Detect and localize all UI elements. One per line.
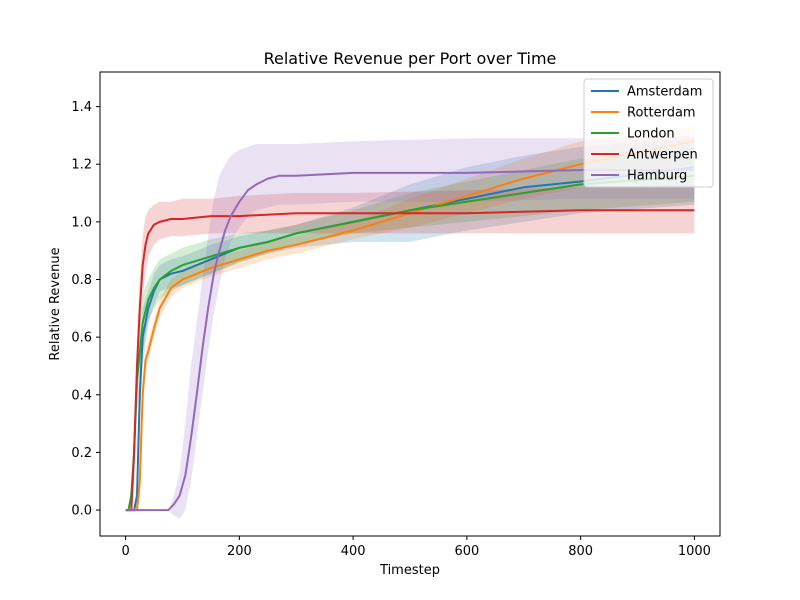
y-tick-label: 0.8 bbox=[71, 273, 92, 288]
band-amsterdam bbox=[125, 138, 695, 511]
x-tick-label: 0 bbox=[121, 544, 129, 559]
x-axis-label: Timestep bbox=[379, 563, 440, 578]
legend-box bbox=[583, 78, 714, 188]
band-antwerpen bbox=[125, 184, 695, 511]
x-tick-label: 800 bbox=[568, 544, 593, 559]
y-tick-label: 0.0 bbox=[71, 504, 92, 519]
legend-label-rotterdam: Rotterdam bbox=[627, 106, 696, 121]
x-axis-ticks: 0 200 400 600 800 1000 bbox=[121, 536, 711, 559]
legend-label-amsterdam: Amsterdam bbox=[627, 85, 702, 100]
x-tick-label: 600 bbox=[454, 544, 479, 559]
y-tick-label: 1.4 bbox=[71, 100, 92, 115]
y-tick-label: 0.6 bbox=[71, 331, 92, 346]
x-tick-label: 200 bbox=[227, 544, 252, 559]
legend: Amsterdam Rotterdam London Antwerpen Hamburg bbox=[583, 78, 714, 188]
y-tick-label: 1.0 bbox=[71, 215, 92, 230]
band-london bbox=[125, 146, 695, 511]
line-antwerpen bbox=[125, 209, 695, 512]
x-tick-label: 400 bbox=[341, 544, 366, 559]
y-tick-label: 0.2 bbox=[71, 446, 92, 461]
line-amsterdam bbox=[125, 166, 695, 512]
y-tick-label: 1.2 bbox=[71, 158, 92, 173]
legend-label-london: London bbox=[627, 127, 675, 142]
chart-title: Relative Revenue per Port over Time bbox=[264, 49, 557, 68]
line-rotterdam bbox=[125, 140, 695, 512]
legend-label-hamburg: Hamburg bbox=[627, 169, 687, 184]
legend-label-antwerpen: Antwerpen bbox=[627, 148, 698, 163]
x-tick-label: 1000 bbox=[678, 544, 711, 559]
series-lines bbox=[125, 140, 695, 512]
y-axis-label: Relative Revenue bbox=[48, 247, 63, 360]
line-hamburg bbox=[125, 169, 695, 512]
y-tick-label: 0.4 bbox=[71, 388, 92, 403]
plot-area-frame bbox=[99, 71, 721, 537]
y-axis-ticks: 0.0 0.2 0.4 0.6 0.8 1.0 1.2 1.4 bbox=[71, 100, 100, 519]
